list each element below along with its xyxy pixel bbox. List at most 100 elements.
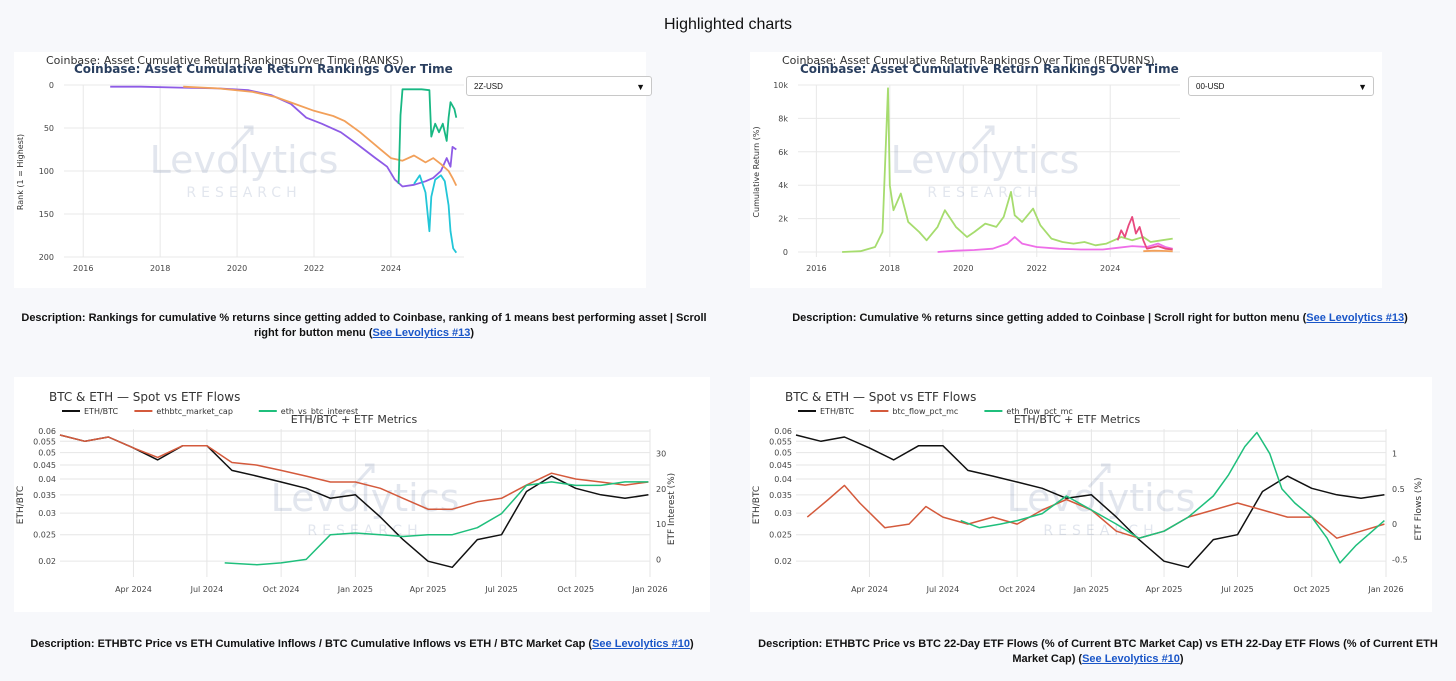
legend-label: eth_vs_btc_interest	[281, 407, 358, 416]
returns-asset-dropdown[interactable]: 00-USD ▼	[1188, 76, 1374, 96]
x-tick-label: Apr 2025	[1146, 585, 1183, 594]
left-y-tick-label: 0.02	[38, 557, 56, 566]
x-tick-label: 2016	[806, 264, 826, 273]
x-tick-label: Jan 2026	[1367, 585, 1403, 594]
right-y-tick-label: 30	[656, 450, 666, 459]
x-tick-label: 2020	[227, 264, 247, 273]
watermark-arrow-icon	[230, 125, 254, 151]
y-tick-label: 10k	[773, 81, 788, 90]
ethbtc-interest-description-link[interactable]: See Levolytics #10	[592, 638, 690, 650]
y-tick-label: 4k	[778, 181, 788, 190]
x-tick-label: 2020	[953, 264, 973, 273]
watermark-arrow-icon	[971, 125, 995, 151]
left-y-tick-label: 0.04	[774, 475, 792, 484]
series-line-cyan	[413, 174, 458, 254]
left-y-tick-label: 0.03	[38, 509, 56, 518]
page-title: Highlighted charts	[663, 16, 793, 33]
x-tick-label: Jan 2025	[337, 585, 373, 594]
ethbtc-interest-description: Description: ETHBTC Price vs ETH Cumulat…	[30, 638, 694, 650]
x-tick-label: Jan 2026	[631, 585, 667, 594]
y-tick-label: 2k	[778, 215, 788, 224]
x-tick-label: 2024	[1100, 264, 1120, 273]
legend-label: eth_flow_pct_mc	[1006, 407, 1072, 416]
ranks-y-axis-label: Rank (1 = Highest)	[16, 134, 25, 210]
left-y-tick-label: 0.035	[769, 491, 792, 500]
ranks-outer-title: Coinbase: Asset Cumulative Return Rankin…	[46, 54, 404, 67]
legend-label: ETH/BTC	[820, 407, 855, 416]
returns-dropdown-value: 00-USD	[1196, 82, 1225, 91]
right-y-tick-label: 0	[656, 555, 661, 564]
left-y-tick-label: 0.04	[38, 475, 56, 484]
legend-label: ethbtc_market_cap	[156, 407, 233, 416]
ethbtc-flows-inner-title: ETH/BTC + ETF Metrics	[1014, 413, 1141, 426]
watermark-text: Levolytics	[271, 476, 460, 520]
series-line-lightgreen	[842, 87, 1173, 253]
ranks-chart-panel: Coinbase: Asset Cumulative Return Rankin…	[14, 52, 652, 288]
ranks-description-link[interactable]: See Levolytics #13	[372, 327, 471, 339]
ethbtc-interest-right-axis-label: ETF Interest (%)	[667, 473, 677, 545]
chevron-down-icon: ▼	[1358, 82, 1367, 92]
x-tick-label: Apr 2024	[115, 585, 152, 594]
watermark-arrow-icon	[351, 463, 375, 489]
x-tick-label: Jul 2024	[926, 585, 960, 594]
right-y-tick-label: 0.5	[1392, 485, 1405, 494]
series-line-ETH/BTC	[59, 434, 649, 569]
series-line-eth_flow_pct_mc	[960, 431, 1385, 564]
y-tick-label: 50	[44, 124, 54, 133]
right-y-tick-label: 0	[1392, 520, 1397, 529]
ethbtc-flows-chart[interactable]: BTC & ETH — Spot vs ETF Flows ETH/BTC + …	[750, 377, 1432, 612]
ethbtc-flows-description-link[interactable]: See Levolytics #10	[1082, 653, 1180, 665]
watermark-text: Levolytics	[150, 138, 339, 182]
returns-chart[interactable]: Coinbase: Asset Cumulative Return Rankin…	[750, 52, 1382, 288]
left-y-tick-label: 0.05	[38, 449, 56, 458]
returns-description: Description: Cumulative % returns since …	[792, 312, 1408, 324]
right-y-tick-label: 1	[1392, 450, 1397, 459]
x-tick-label: Jul 2024	[190, 585, 224, 594]
left-y-tick-label: 0.025	[33, 531, 56, 540]
x-tick-label: Apr 2025	[410, 585, 447, 594]
ethbtc-interest-outer-title: BTC & ETH — Spot vs ETF Flows	[49, 390, 240, 404]
y-tick-label: 200	[39, 253, 54, 262]
left-y-tick-label: 0.055	[769, 437, 792, 446]
ranks-description: Description: Rankings for cumulative % r…	[21, 312, 707, 339]
y-tick-label: 100	[39, 167, 54, 176]
series-line-pink	[937, 236, 1173, 253]
right-y-tick-label: 20	[656, 485, 666, 494]
ranks-chart[interactable]: Coinbase: Asset Cumulative Return Rankin…	[14, 52, 646, 288]
y-tick-label: 0	[49, 81, 54, 90]
ethbtc-interest-inner-title: ETH/BTC + ETF Metrics	[291, 413, 418, 426]
ethbtc-flows-outer-title: BTC & ETH — Spot vs ETF Flows	[785, 390, 976, 404]
left-y-tick-label: 0.045	[33, 461, 56, 470]
left-y-tick-label: 0.055	[33, 437, 56, 446]
left-y-tick-label: 0.045	[769, 461, 792, 470]
x-tick-label: Jul 2025	[1220, 585, 1254, 594]
series-line-ETH/BTC	[795, 434, 1385, 569]
series-line-orange	[183, 85, 458, 186]
ethbtc-interest-chart[interactable]: BTC & ETH — Spot vs ETF Flows ETH/BTC + …	[14, 377, 710, 612]
legend-label: ETH/BTC	[84, 407, 119, 416]
y-tick-label: 150	[39, 210, 54, 219]
returns-y-axis-label: Cumulative Return (%)	[752, 126, 761, 217]
legend-label: btc_flow_pct_mc	[892, 407, 958, 416]
x-tick-label: Oct 2024	[999, 585, 1036, 594]
x-tick-label: Apr 2024	[851, 585, 888, 594]
ranks-asset-dropdown[interactable]: 2Z-USD ▼	[466, 76, 652, 96]
chevron-down-icon: ▼	[636, 82, 645, 92]
left-y-tick-label: 0.03	[774, 509, 792, 518]
x-tick-label: 2016	[73, 264, 93, 273]
left-y-tick-label: 0.06	[774, 427, 792, 436]
x-tick-label: 2018	[150, 264, 170, 273]
y-tick-label: 0	[783, 248, 788, 257]
x-tick-label: 2022	[1027, 264, 1047, 273]
returns-description-link[interactable]: See Levolytics #13	[1306, 312, 1405, 324]
x-tick-label: Oct 2024	[263, 585, 300, 594]
left-y-tick-label: 0.02	[774, 557, 792, 566]
x-tick-label: 2022	[304, 264, 324, 273]
left-y-tick-label: 0.025	[769, 531, 792, 540]
ethbtc-flows-description: Description: ETHBTC Price vs BTC 22-Day …	[758, 638, 1438, 665]
left-y-tick-label: 0.035	[33, 491, 56, 500]
watermark-subtext: RESEARCH	[1043, 523, 1158, 539]
series-line-btc_flow_pct_mc	[806, 484, 1385, 539]
